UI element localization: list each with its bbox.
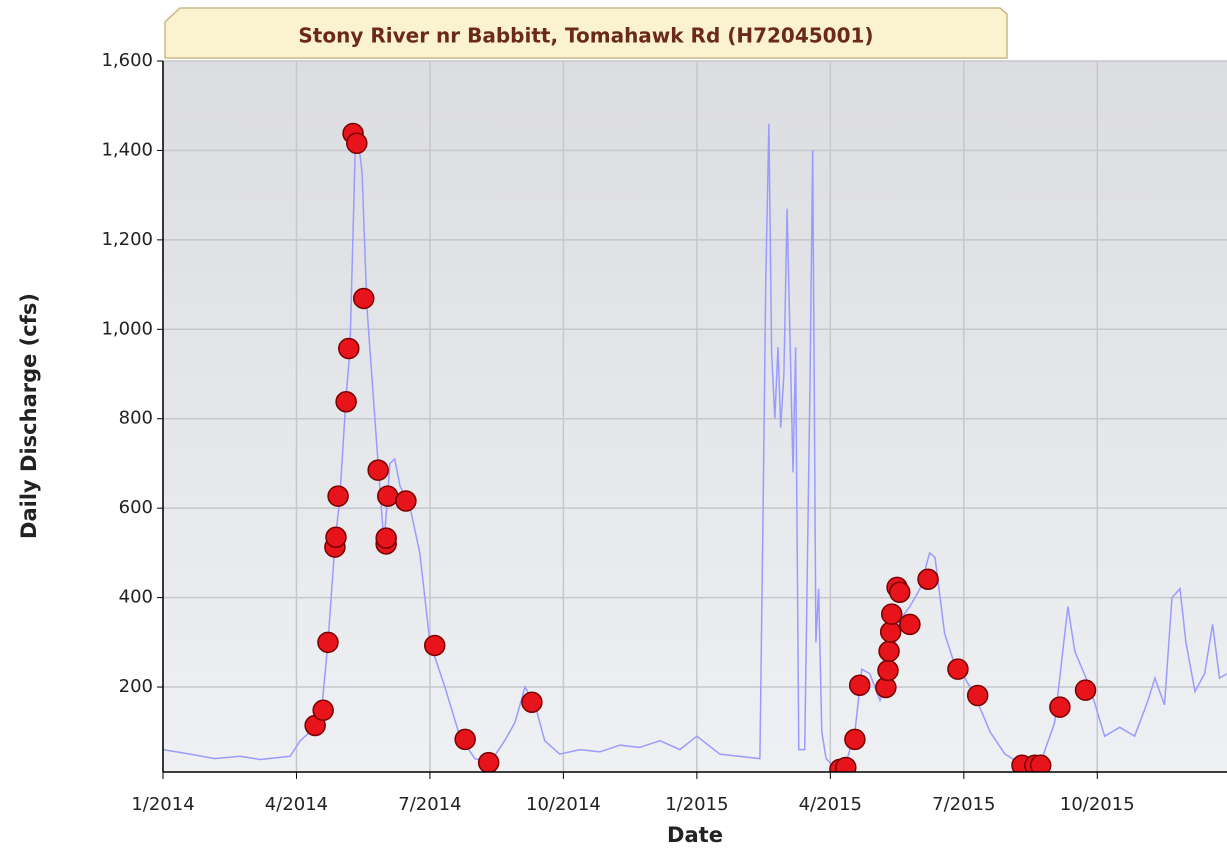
y-tick-label: 600: [119, 497, 153, 518]
sample-point: [947, 658, 969, 680]
sample-point: [338, 337, 360, 360]
y-axis-title: Daily Discharge (cfs): [17, 293, 41, 539]
marks: [163, 122, 1227, 772]
sample-point: [327, 485, 349, 507]
y-tick-label: 1,600: [101, 50, 153, 71]
sample-point: [880, 603, 903, 625]
sample-point: [521, 691, 543, 713]
sample-point: [1049, 696, 1071, 718]
y-tick-label: 800: [119, 408, 153, 429]
plot-area: [163, 61, 1227, 772]
discharge-line: [163, 123, 1227, 769]
x-tick-label: 10/2014: [526, 794, 601, 815]
chart-title: Stony River nr Babbitt, Tomahawk Rd (H72…: [298, 24, 873, 48]
sample-point: [346, 132, 368, 155]
y-tick-label: 200: [119, 676, 153, 697]
sample-point: [899, 613, 921, 636]
x-tick-label: 7/2014: [398, 794, 461, 815]
x-tick-label: 7/2015: [932, 794, 995, 815]
sample-point: [835, 756, 857, 772]
sample-point: [877, 659, 899, 682]
sample-point: [966, 684, 989, 707]
sample-point: [477, 751, 500, 772]
sample-point: [377, 485, 399, 507]
sample-point: [423, 634, 446, 657]
sample-point: [848, 674, 871, 696]
sample-point: [454, 728, 476, 751]
x-tick-label: 1/2014: [131, 794, 194, 815]
x-tick-label: 4/2014: [265, 794, 328, 815]
sample-point: [317, 631, 339, 654]
sample-point: [335, 390, 357, 413]
sample-point: [878, 640, 900, 663]
grid: [162, 60, 1227, 772]
sample-point: [395, 490, 417, 512]
x-tick-label: 4/2015: [799, 794, 862, 815]
sample-point: [1074, 679, 1097, 701]
y-tick-label: 1,000: [101, 318, 153, 339]
sample-point: [917, 568, 939, 591]
y-tick-label: 400: [119, 587, 153, 608]
x-tick-label: 1/2015: [665, 794, 728, 815]
title-tab: [164, 7, 1008, 59]
x-axis-title: Date: [667, 823, 723, 847]
sample-point: [352, 287, 375, 310]
y-tick-label: 1,200: [101, 229, 153, 250]
y-tick-label: 1,400: [101, 139, 153, 160]
sample-point: [1029, 754, 1052, 772]
sample-point: [844, 728, 866, 751]
sample-point: [375, 527, 397, 549]
x-tick-label: 10/2015: [1060, 794, 1135, 815]
sample-point: [367, 459, 389, 481]
sample-point: [888, 581, 911, 603]
sample-point: [879, 621, 902, 643]
sample-point: [325, 526, 347, 548]
sample-point: [312, 699, 334, 722]
